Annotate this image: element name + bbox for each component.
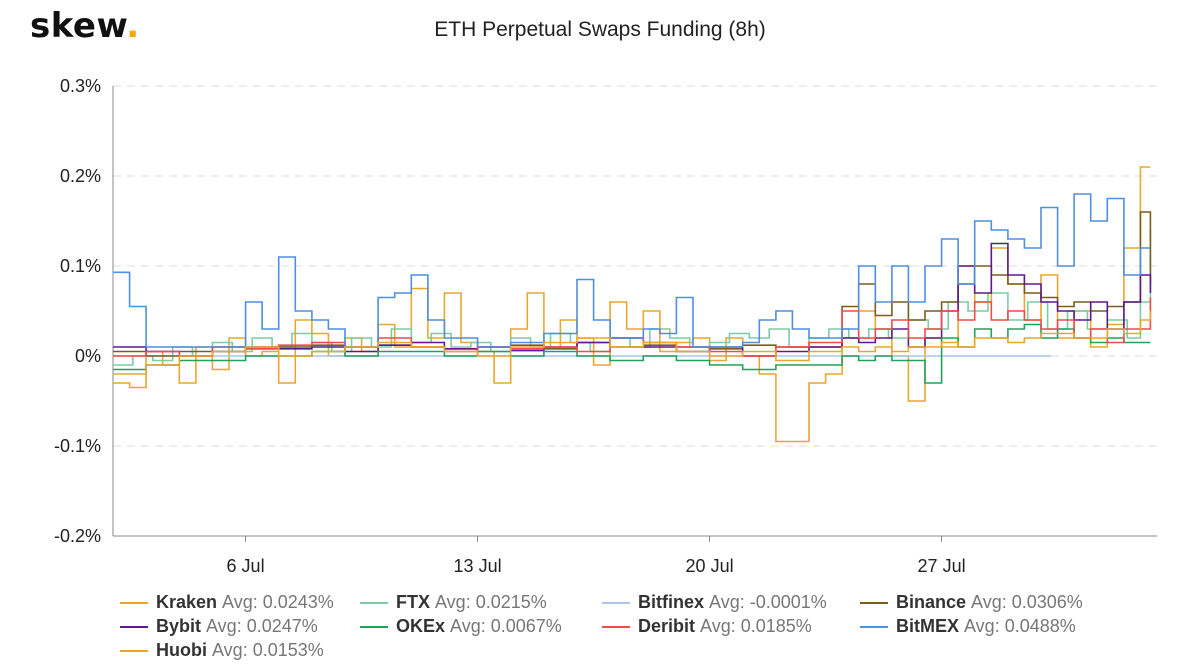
legend-series-name: Bitfinex [638,592,705,612]
series-line-bybit [113,242,1152,357]
legend-series-name: Huobi [156,640,207,660]
skew-logo: skew. [30,6,140,46]
y-tick-label: 0.1% [60,256,101,276]
legend-series-avg: Avg: 0.0185% [700,616,812,636]
legend-series-name: Binance [896,592,967,612]
legend-swatch [120,601,148,604]
series-line-binance [113,211,1152,357]
legend-swatch [860,625,888,628]
legend-series-name: OKEx [396,616,446,636]
legend-series-name: BitMEX [896,616,959,636]
x-tick-label: 13 Jul [454,556,502,576]
legend-item-binance[interactable]: Binance Avg: 0.0306% [860,592,1083,613]
series-line-ftx [113,230,1152,366]
legend-swatch [360,601,388,604]
legend-series-avg: Avg: 0.0247% [206,616,318,636]
legend-swatch [120,649,148,652]
y-tick-label: -0.2% [54,526,101,546]
legend-swatch [602,601,630,604]
legend-series-avg: Avg: 0.0306% [971,592,1083,612]
y-tick-label: -0.1% [54,436,101,456]
legend-swatch [860,601,888,604]
legend-item-ftx[interactable]: FTX Avg: 0.0215% [360,592,547,613]
legend-series-avg: Avg: -0.0001% [709,592,827,612]
x-tick-label: 6 Jul [227,556,265,576]
legend-series-avg: Avg: 0.0067% [450,616,562,636]
y-tick-label: 0.3% [60,76,101,96]
series-line-bitmex [113,193,1151,348]
legend-series-avg: Avg: 0.0153% [212,640,324,660]
legend-item-deribit[interactable]: Deribit Avg: 0.0185% [602,616,812,637]
legend-series-name: Kraken [156,592,218,612]
series-line-huobi [113,311,1152,375]
y-tick-label: 0% [75,346,101,366]
legend-series-name: Deribit [638,616,696,636]
chart-title: ETH Perpetual Swaps Funding (8h) [434,18,766,41]
legend-item-bitmex[interactable]: BitMEX Avg: 0.0488% [860,616,1076,637]
series-line-okex [113,323,1151,384]
legend-item-huobi[interactable]: Huobi Avg: 0.0153% [120,640,324,661]
legend-series-avg: Avg: 0.0243% [222,592,334,612]
funding-chart: 0.3% 0.2% 0.1% 0% -0.1% -0.2% 6 Jul 13 Jul 20 Ju… [54,76,1157,576]
legend-swatch [360,625,388,628]
legend-swatch [120,625,148,628]
legend-series-name: Bybit [156,616,201,636]
legend-item-okex[interactable]: OKEx Avg: 0.0067% [360,616,562,637]
legend-series-avg: Avg: 0.0488% [964,616,1076,636]
legend-series-avg: Avg: 0.0215% [435,592,547,612]
legend-swatch [602,625,630,628]
x-tick-label: 20 Jul [686,556,734,576]
y-tick-label: 0.2% [60,166,101,186]
x-tick-label: 27 Jul [918,556,966,576]
legend-item-bitfinex[interactable]: Bitfinex Avg: -0.0001% [602,592,827,613]
legend-item-bybit[interactable]: Bybit Avg: 0.0247% [120,616,318,637]
legend-item-kraken[interactable]: Kraken Avg: 0.0243% [120,592,334,613]
series-line-kraken [113,166,1151,443]
legend-series-name: FTX [396,592,430,612]
